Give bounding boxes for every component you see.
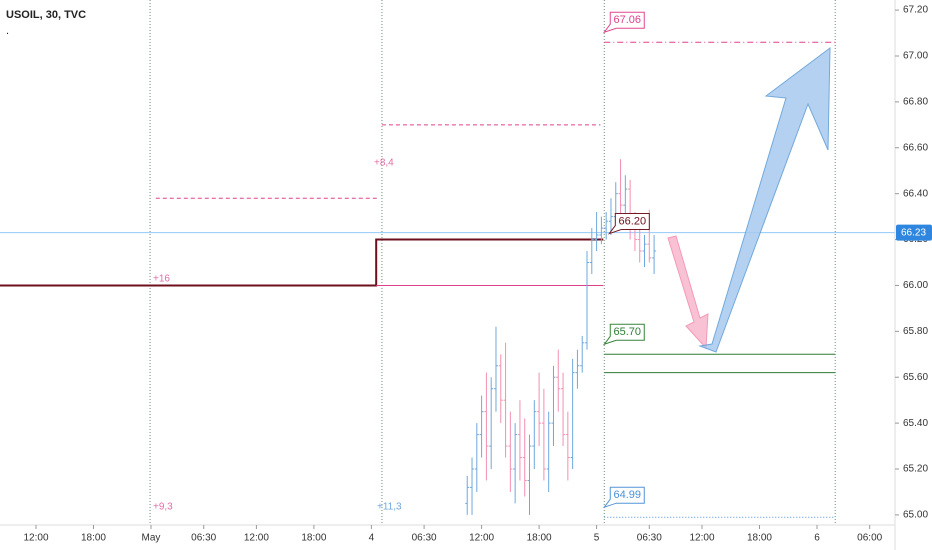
- y-tick-label: 67.00: [903, 51, 928, 62]
- x-tick-label: 18:00: [747, 533, 772, 544]
- down-arrow: [667, 235, 709, 350]
- step-line: [0, 238, 604, 287]
- last-price-label: 66.23: [901, 227, 926, 238]
- y-tick-label: 65.60: [903, 372, 928, 383]
- x-tick-label: 06:30: [412, 533, 437, 544]
- x-tick-label: 6: [814, 533, 820, 544]
- chart-subtitle: .: [6, 25, 9, 37]
- y-tick-label: 65.40: [903, 418, 928, 429]
- x-tick-label: May: [142, 533, 161, 544]
- y-tick-label: 66.80: [903, 97, 928, 108]
- x-tick-label: 06:00: [857, 533, 882, 544]
- callout-label: 65.70: [613, 326, 641, 338]
- x-tick-label: 12:00: [244, 533, 269, 544]
- y-tick-label: 66.60: [903, 142, 928, 153]
- y-tick-label: 65.80: [903, 326, 928, 337]
- callout-label: 66.20: [619, 215, 647, 227]
- x-tick-label: 12:00: [469, 533, 494, 544]
- y-tick-label: 66.40: [903, 188, 928, 199]
- annotation: +11,3: [377, 502, 402, 513]
- annotation: +9,3: [153, 502, 173, 513]
- x-tick-label: 4: [369, 533, 375, 544]
- chart-title: USOIL, 30, TVC: [6, 9, 86, 21]
- callout-label: 64.99: [613, 489, 641, 501]
- y-tick-label: 66.00: [903, 280, 928, 291]
- last-price-tag: [896, 224, 932, 241]
- up-arrow: [698, 46, 831, 353]
- x-tick-label: 12:00: [23, 533, 48, 544]
- annotation: +16: [153, 274, 170, 285]
- y-tick-label: 65.00: [903, 510, 928, 521]
- callout-box: [602, 11, 645, 34]
- x-tick-label: 18:00: [301, 533, 326, 544]
- x-tick-label: 12:00: [689, 533, 714, 544]
- x-tick-label: 06:30: [637, 533, 662, 544]
- x-tick-label: 18:00: [527, 533, 552, 544]
- x-tick-label: 5: [594, 533, 600, 544]
- callout-label: 67.06: [613, 14, 641, 26]
- y-tick-label: 67.20: [903, 5, 928, 16]
- y-tick-label: 65.20: [903, 464, 928, 475]
- callout-box: [602, 486, 645, 509]
- x-tick-label: 06:30: [191, 533, 216, 544]
- callout-box: [607, 213, 650, 235]
- x-tick-label: 18:00: [81, 533, 106, 544]
- callout-box: [602, 323, 645, 346]
- annotation: +8,4: [374, 158, 394, 169]
